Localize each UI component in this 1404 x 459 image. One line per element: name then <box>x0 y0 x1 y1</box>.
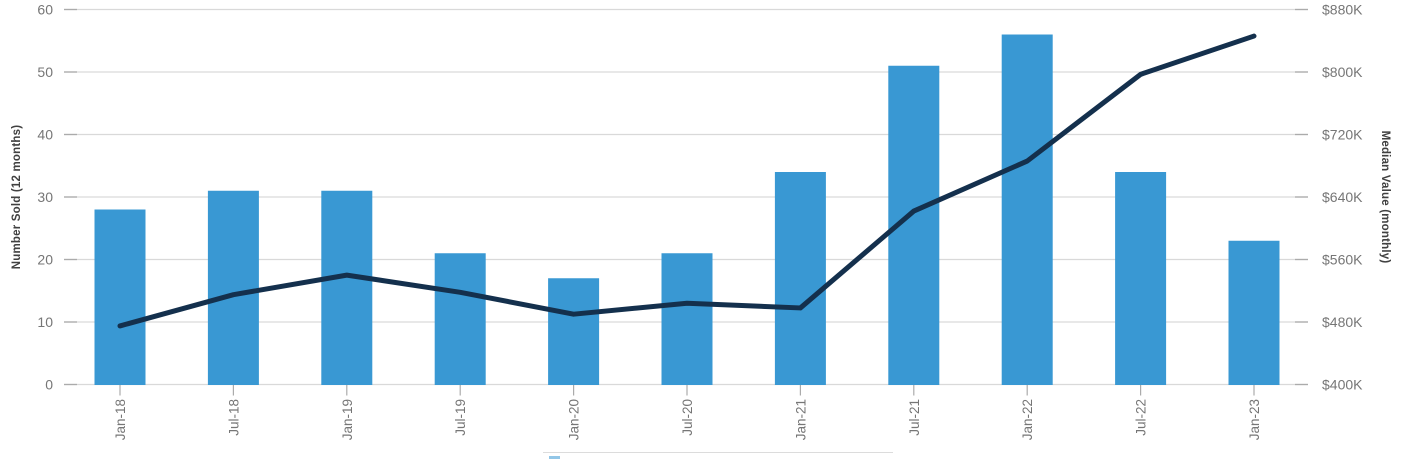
bar-Jan-22[interactable] <box>1001 34 1053 386</box>
right-axis-tick-label: $880K <box>1322 2 1363 18</box>
right-axis-tick-label: $400K <box>1322 377 1363 393</box>
right-axis-tick-label: $720K <box>1322 127 1363 143</box>
bar-Jul-20[interactable] <box>661 253 713 385</box>
legend-swatch-number-sold <box>549 456 560 459</box>
right-axis-tick-label: $800K <box>1322 64 1363 80</box>
bar-Jan-23[interactable] <box>1228 240 1280 385</box>
x-axis-tick-label: Jan-22 <box>1020 399 1035 440</box>
x-axis-ticks <box>119 385 1255 396</box>
x-axis-tick-label: Jul-22 <box>1134 399 1149 436</box>
bar-series-number-sold <box>94 34 1280 386</box>
bar-Jul-19[interactable] <box>434 253 486 385</box>
left-axis-title: Number Sold (12 months) <box>11 125 23 270</box>
left-axis-tick-labels: 0 10 20 30 40 50 60 <box>37 2 53 393</box>
line-series-median-value <box>117 33 1257 329</box>
bar-Jul-18[interactable] <box>207 190 259 385</box>
right-axis-tick-labels: $400K $480K $560K $640K $720K $800K $880K <box>1322 2 1363 393</box>
bar-Jan-20[interactable] <box>548 278 600 385</box>
x-axis-tick-label: Jul-21 <box>907 399 922 436</box>
x-axis-tick-label: Jul-19 <box>453 399 468 436</box>
x-axis-tick-label: Jan-21 <box>793 399 808 440</box>
median-value-line[interactable] <box>117 33 1257 329</box>
right-axis-title: Median Value (monthly) <box>1379 131 1391 264</box>
x-axis-tick-label: Jan-23 <box>1247 399 1262 440</box>
bar-Jan-19[interactable] <box>321 190 373 385</box>
left-axis-tick-label: 20 <box>37 252 53 268</box>
right-axis-tick-label: $640K <box>1322 189 1363 205</box>
right-axis-tick-label: $560K <box>1322 252 1363 268</box>
bar-Jan-21[interactable] <box>774 172 826 385</box>
right-axis-tick-label: $480K <box>1322 314 1363 330</box>
left-axis-tick-label: 50 <box>37 64 53 80</box>
left-axis-tick-label: 40 <box>37 127 53 143</box>
left-axis-tick-label: 10 <box>37 314 53 330</box>
axis-titles: Number Sold (12 months) Median Value (mon… <box>11 125 1391 270</box>
left-axis-tick-label: 60 <box>37 2 53 18</box>
x-axis-tick-label: Jan-20 <box>567 399 582 440</box>
bar-Jan-18[interactable] <box>94 209 146 386</box>
x-axis-tick-label: Jan-18 <box>113 399 128 440</box>
x-axis-tick-label: Jul-18 <box>226 399 241 436</box>
legend-clipped <box>543 452 893 459</box>
left-axis-tick-label: 30 <box>37 189 53 205</box>
x-axis-tick-labels: Jan-18 Jul-18 Jan-19 Jul-19 Jan-20 Jul-20 Jan-… <box>113 399 1262 440</box>
bar-Jul-22[interactable] <box>1115 172 1167 385</box>
left-axis-tick-label: 0 <box>45 377 53 393</box>
x-axis-tick-label: Jan-19 <box>340 399 355 440</box>
x-axis-tick-label: Jul-20 <box>680 399 695 436</box>
